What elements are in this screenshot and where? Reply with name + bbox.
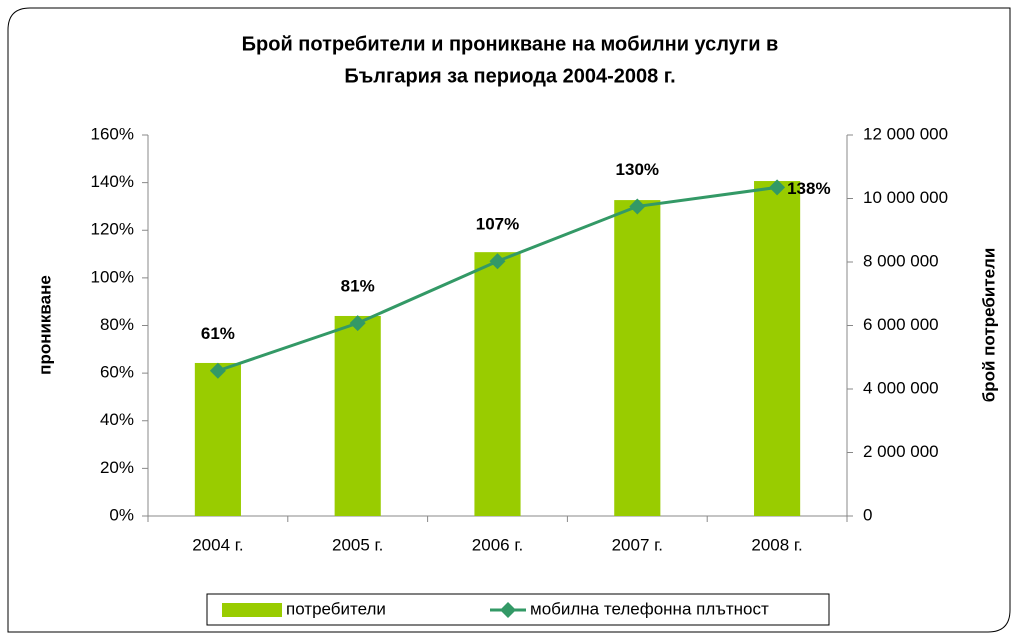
bar (474, 252, 521, 516)
y2-tick-label: 6 000 000 (863, 315, 939, 334)
bar (754, 181, 801, 516)
data-label: 138% (787, 179, 830, 198)
y2-tick-label: 0 (863, 505, 872, 524)
x-tick-label: 2004 г. (192, 535, 243, 554)
y2-axis-label: брой потребители (979, 248, 998, 403)
marker (769, 179, 786, 196)
y-tick-label: 0% (109, 505, 134, 524)
legend-swatch (222, 603, 282, 617)
x-tick-label: 2007 г. (612, 535, 663, 554)
bar (614, 200, 661, 516)
data-label: 81% (341, 277, 375, 296)
data-label: 130% (616, 160, 659, 179)
data-label: 61% (201, 324, 235, 343)
marker (629, 198, 646, 215)
x-tick-label: 2008 г. (751, 535, 802, 554)
y2-tick-label: 12 000 000 (863, 124, 948, 143)
data-label: 107% (476, 215, 519, 234)
y-tick-label: 120% (91, 220, 134, 239)
y2-tick-label: 8 000 000 (863, 251, 939, 270)
y-tick-label: 100% (91, 267, 134, 286)
legend-label: мобилна телефонна плътност (530, 599, 769, 618)
chart-title: Брой потребители и проникване на мобилни… (242, 33, 779, 55)
y-tick-label: 20% (100, 458, 134, 477)
y2-tick-label: 4 000 000 (863, 378, 939, 397)
bar (334, 315, 381, 516)
y-tick-label: 160% (91, 124, 134, 143)
legend-label: потребители (286, 599, 386, 618)
marker (209, 362, 226, 379)
legend-marker (500, 602, 516, 618)
y-tick-label: 140% (91, 172, 134, 191)
x-tick-label: 2005 г. (332, 535, 383, 554)
y2-tick-label: 2 000 000 (863, 442, 939, 461)
marker (349, 315, 366, 332)
y2-tick-label: 10 000 000 (863, 188, 948, 207)
bar (194, 362, 241, 516)
y-tick-label: 60% (100, 363, 134, 382)
x-tick-label: 2006 г. (472, 535, 523, 554)
y-tick-label: 40% (100, 410, 134, 429)
chart-title: България за периода 2004-2008 г. (344, 65, 675, 87)
marker (489, 253, 506, 270)
y-tick-label: 80% (100, 315, 134, 334)
y-axis-label: проникване (35, 275, 54, 375)
